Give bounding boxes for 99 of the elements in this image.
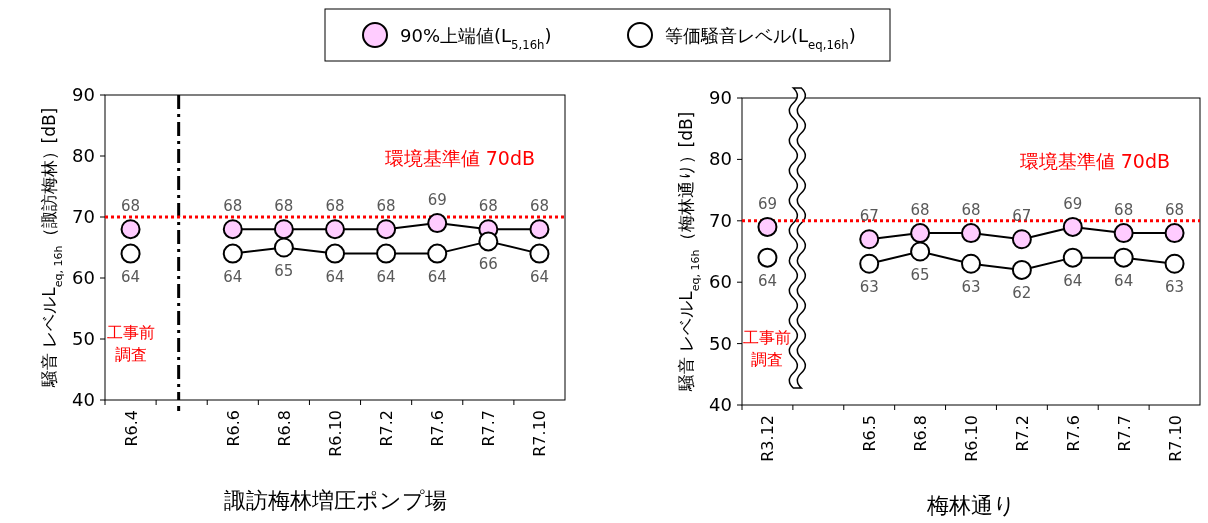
data-label: 68	[121, 197, 141, 216]
point	[529, 243, 550, 264]
point	[1011, 259, 1032, 280]
x-tick-label: R7.7	[479, 410, 499, 447]
x-tick-label: R6.10	[962, 415, 981, 462]
x-axis-title: 諏訪梅林増圧ポンプ場	[223, 488, 447, 513]
point	[325, 219, 345, 240]
point	[910, 241, 931, 262]
point	[1164, 253, 1185, 274]
y-tick-label: 70	[72, 206, 95, 227]
x-tick-label: R6.5	[860, 415, 880, 452]
data-label: 68	[910, 201, 930, 220]
point	[859, 253, 880, 274]
data-label: 68	[961, 201, 981, 220]
point	[1062, 216, 1083, 237]
y-tick-label: 60	[709, 271, 732, 293]
data-label: 64	[1063, 271, 1083, 290]
point	[961, 253, 981, 274]
y-tick-label: 80	[709, 148, 732, 170]
x-tick-label: R6.6	[223, 410, 243, 447]
point	[961, 223, 981, 244]
data-label: 65	[274, 261, 294, 280]
point	[478, 231, 499, 252]
y-tick-label: 50	[709, 332, 732, 354]
y-tick-label: 80	[72, 145, 95, 166]
data-label: 63	[961, 277, 981, 296]
point	[757, 247, 778, 268]
y-tick-label: 90	[709, 87, 732, 108]
point	[222, 243, 243, 264]
data-label: 68	[529, 197, 549, 216]
annotation: 工事前調査	[743, 328, 792, 369]
data-label: 65	[910, 265, 930, 284]
x-tick-label: R7.7	[1114, 415, 1134, 452]
data-label: 68	[478, 197, 498, 216]
ref-line-label: 環境基準値 70dB	[1019, 150, 1170, 172]
point	[859, 229, 880, 250]
legend-label: 等価騒音レベル(L$_{eq,16h}$)	[665, 25, 856, 52]
data-label: 63	[859, 277, 879, 296]
data-label: 68	[376, 197, 396, 216]
point	[325, 243, 345, 264]
data-label: 69	[1063, 194, 1083, 213]
data-label: 66	[478, 255, 498, 274]
point	[1062, 247, 1083, 268]
data-label: 64	[757, 271, 777, 290]
point	[120, 243, 141, 264]
point	[376, 243, 397, 264]
x-tick-label: R7.6	[428, 410, 448, 447]
point	[1113, 247, 1134, 268]
data-label: 68	[325, 197, 345, 216]
y-tick-label: 90	[72, 84, 95, 105]
data-label: 64	[121, 267, 141, 286]
point	[427, 213, 448, 234]
data-label: 64	[1114, 271, 1134, 290]
data-label: 68	[274, 197, 294, 216]
x-tick-label: R6.8	[911, 415, 931, 452]
y-tick-label: 70	[709, 209, 732, 231]
point	[120, 219, 141, 240]
x-axis-title: 梅林通り	[925, 493, 1016, 518]
point	[1113, 223, 1134, 244]
point	[427, 243, 448, 264]
point	[757, 216, 778, 237]
x-tick-label: R3.12	[758, 415, 778, 462]
data-label: 69	[427, 191, 447, 210]
data-label: 68	[223, 197, 243, 216]
y-tick-label: 50	[72, 328, 95, 349]
y-tick-label: 40	[72, 389, 95, 410]
y-tick-label: 60	[72, 267, 95, 288]
point	[376, 219, 397, 240]
data-label: 64	[427, 267, 447, 286]
annotation: 工事前調査	[106, 323, 155, 364]
data-label: 64	[223, 267, 243, 286]
y-tick-label: 40	[709, 394, 732, 415]
data-label: 63	[1165, 277, 1185, 296]
x-tick-label: R6.10	[326, 410, 345, 457]
x-tick-label: R6.8	[274, 410, 294, 447]
point	[222, 219, 243, 240]
point	[273, 237, 294, 258]
data-label: 64	[529, 267, 549, 286]
legend-label: 90%上端値(L$_{5,16h}$)	[400, 25, 552, 52]
data-label: 68	[1114, 201, 1134, 220]
data-label: 67	[859, 207, 879, 226]
x-tick-label: R7.2	[377, 410, 397, 447]
point	[529, 219, 550, 240]
point	[273, 219, 294, 240]
data-label: 68	[1165, 201, 1185, 220]
x-tick-label: R7.10	[1165, 415, 1185, 462]
ref-line-label: 環境基準値 70dB	[384, 147, 535, 169]
point	[1164, 223, 1185, 244]
data-label: 64	[325, 267, 345, 286]
x-tick-label: R7.6	[1063, 415, 1083, 452]
point	[1011, 229, 1032, 250]
data-label: 69	[757, 194, 777, 213]
data-label: 62	[1012, 283, 1032, 302]
x-tick-label: R7.10	[530, 410, 550, 457]
point	[910, 223, 931, 244]
data-label: 67	[1012, 207, 1032, 226]
data-label: 64	[376, 267, 396, 286]
x-tick-label: R7.2	[1012, 415, 1032, 452]
x-tick-label: R6.4	[121, 410, 141, 447]
